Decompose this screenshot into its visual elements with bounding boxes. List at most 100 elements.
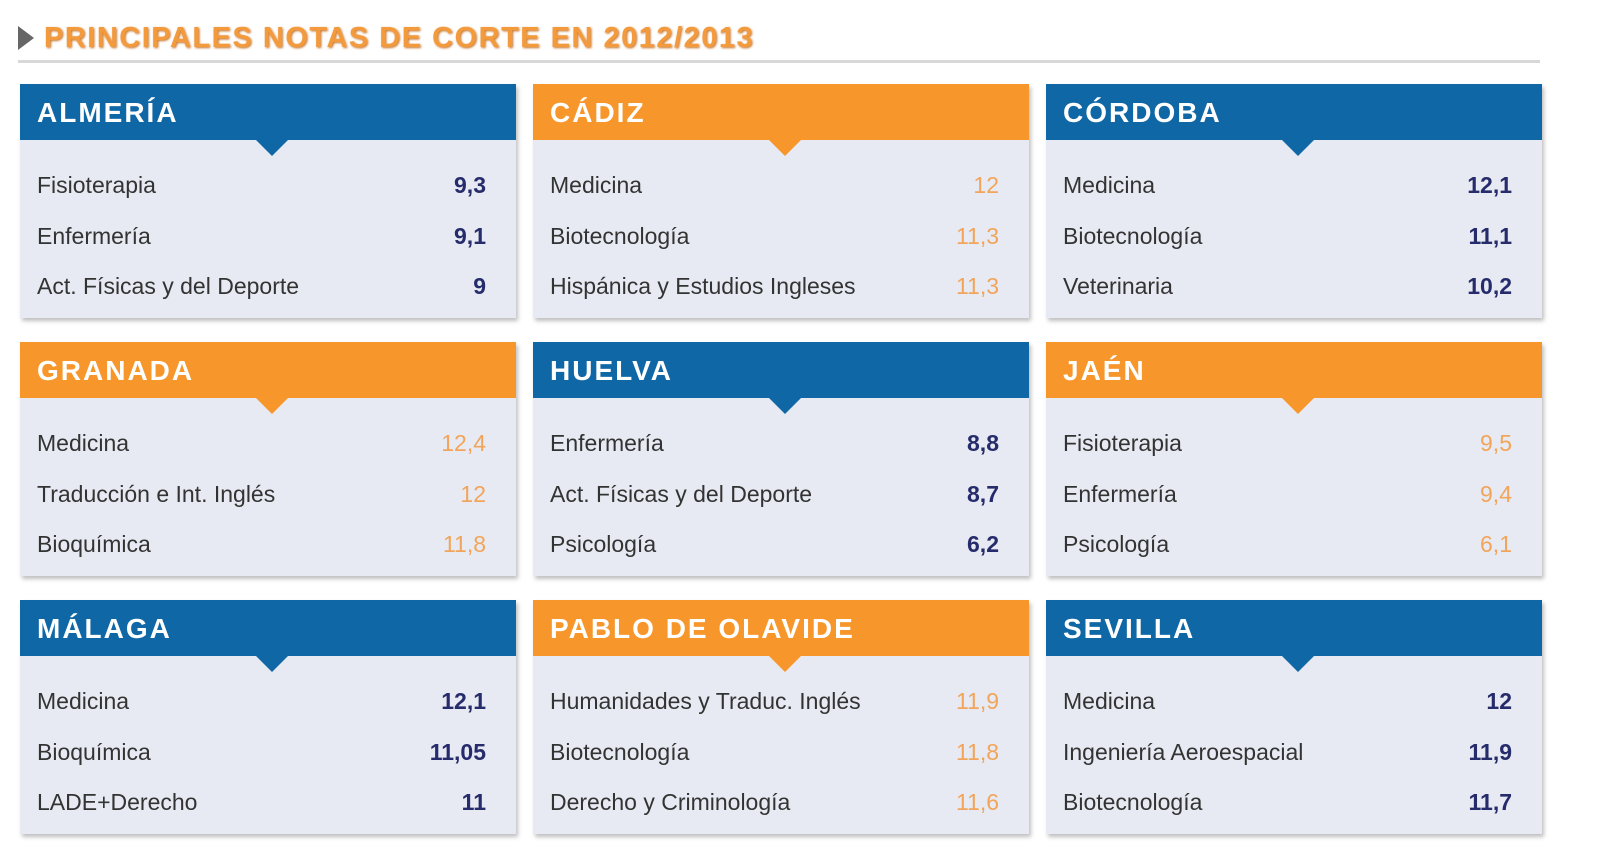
page-title: PRINCIPALES NOTAS DE CORTE EN 2012/2013 bbox=[44, 22, 755, 54]
degree-name: Medicina bbox=[37, 688, 130, 714]
degree-name: Veterinaria bbox=[1063, 273, 1173, 299]
university-name: GRANADA bbox=[20, 342, 516, 398]
notch-pointer-icon bbox=[769, 398, 801, 414]
university-name: PABLO DE OLAVIDE bbox=[533, 600, 1029, 656]
score-row: Hispánica y Estudios Ingleses 11,3 bbox=[550, 273, 999, 324]
degree-name: Bioquímica bbox=[37, 738, 151, 765]
score-list: Medicina 12,1 Biotecnología 11,1 Veterin… bbox=[1063, 172, 1512, 324]
notch-pointer-icon bbox=[769, 140, 801, 156]
university-card: ALMERÍA Fisioterapia 9,3 Enfermería 9,1 … bbox=[20, 84, 516, 318]
university-name: CÓRDOBA bbox=[1046, 84, 1542, 140]
degree-name: Medicina bbox=[1063, 172, 1156, 198]
university-name: SEVILLA bbox=[1046, 600, 1542, 656]
arrow-icon bbox=[18, 26, 34, 50]
score-row: Ingeniería Aeroespacial 11,9 bbox=[1063, 739, 1512, 790]
notch-pointer-icon bbox=[1282, 656, 1314, 672]
cutoff-score: 9 bbox=[473, 273, 486, 299]
degree-name: Medicina bbox=[37, 430, 130, 456]
cutoff-score: 11,05 bbox=[429, 738, 486, 765]
score-row: Bioquímica 11,8 bbox=[37, 531, 486, 582]
degree-name: Psicología bbox=[550, 531, 657, 557]
university-card: SEVILLA Medicina 12 Ingeniería Aeroespac… bbox=[1046, 600, 1542, 834]
cutoff-score: 12 bbox=[973, 172, 999, 198]
score-list: Medicina 12,4 Traducción e Int. Inglés 1… bbox=[37, 430, 486, 582]
score-row: Medicina 12,4 bbox=[37, 430, 486, 481]
cutoff-score: 11,9 bbox=[1468, 738, 1513, 765]
score-row: LADE+Derecho 11 bbox=[37, 789, 486, 840]
degree-name: Ingeniería Aeroespacial bbox=[1063, 738, 1304, 765]
score-row: Act. Físicas y del Deporte 9 bbox=[37, 273, 486, 324]
score-list: Fisioterapia 9,3 Enfermería 9,1 Act. Fís… bbox=[37, 172, 486, 324]
degree-name: Derecho y Criminología bbox=[550, 789, 791, 815]
cutoff-score: 10,2 bbox=[1467, 273, 1512, 299]
cutoff-score: 11,7 bbox=[1468, 789, 1513, 815]
degree-name: Humanidades y Traduc. Inglés bbox=[550, 688, 861, 714]
cutoff-score: 8,7 bbox=[967, 480, 999, 507]
university-name: ALMERÍA bbox=[20, 84, 516, 140]
page-header: PRINCIPALES NOTAS DE CORTE EN 2012/2013 bbox=[18, 20, 1540, 63]
degree-name: Bioquímica bbox=[37, 531, 151, 557]
degree-name: Biotecnología bbox=[1063, 789, 1203, 815]
degree-name: Enfermería bbox=[37, 222, 151, 249]
score-row: Psicología 6,1 bbox=[1063, 531, 1512, 582]
degree-name: Biotecnología bbox=[550, 222, 690, 249]
cutoff-score: 11,9 bbox=[955, 688, 999, 714]
score-row: Enfermería 9,4 bbox=[1063, 481, 1512, 532]
score-row: Veterinaria 10,2 bbox=[1063, 273, 1512, 324]
cutoff-score: 11,3 bbox=[955, 273, 999, 299]
cutoff-score: 11,3 bbox=[955, 222, 999, 249]
cutoff-score: 12 bbox=[460, 480, 486, 507]
score-row: Derecho y Criminología 11,6 bbox=[550, 789, 999, 840]
score-row: Medicina 12,1 bbox=[1063, 172, 1512, 223]
score-list: Enfermería 8,8 Act. Físicas y del Deport… bbox=[550, 430, 999, 582]
notch-pointer-icon bbox=[1282, 140, 1314, 156]
score-list: Medicina 12 Biotecnología 11,3 Hispánica… bbox=[550, 172, 999, 324]
university-card: JAÉN Fisioterapia 9,5 Enfermería 9,4 Psi… bbox=[1046, 342, 1542, 576]
degree-name: Hispánica y Estudios Ingleses bbox=[550, 273, 856, 299]
cutoff-score: 8,8 bbox=[967, 430, 999, 456]
score-row: Act. Físicas y del Deporte 8,7 bbox=[550, 481, 999, 532]
university-card: PABLO DE OLAVIDE Humanidades y Traduc. I… bbox=[533, 600, 1029, 834]
score-row: Medicina 12 bbox=[550, 172, 999, 223]
degree-name: Fisioterapia bbox=[1063, 430, 1182, 456]
score-row: Enfermería 8,8 bbox=[550, 430, 999, 481]
university-card: CÁDIZ Medicina 12 Biotecnología 11,3 His… bbox=[533, 84, 1029, 318]
cutoff-score: 9,1 bbox=[454, 222, 486, 249]
score-row: Medicina 12 bbox=[1063, 688, 1512, 739]
degree-name: Medicina bbox=[550, 172, 643, 198]
degree-name: Medicina bbox=[1063, 688, 1156, 714]
score-row: Enfermería 9,1 bbox=[37, 223, 486, 274]
score-list: Medicina 12,1 Bioquímica 11,05 LADE+Dere… bbox=[37, 688, 486, 840]
degree-name: Traducción e Int. Inglés bbox=[37, 480, 276, 507]
notch-pointer-icon bbox=[1282, 398, 1314, 414]
notch-pointer-icon bbox=[256, 656, 288, 672]
cutoff-score: 11,8 bbox=[442, 531, 486, 557]
degree-name: Enfermería bbox=[1063, 480, 1177, 507]
university-card: HUELVA Enfermería 8,8 Act. Físicas y del… bbox=[533, 342, 1029, 576]
degree-name: Act. Físicas y del Deporte bbox=[37, 273, 300, 299]
score-row: Bioquímica 11,05 bbox=[37, 739, 486, 790]
score-list: Humanidades y Traduc. Inglés 11,9 Biotec… bbox=[550, 688, 999, 840]
score-list: Fisioterapia 9,5 Enfermería 9,4 Psicolog… bbox=[1063, 430, 1512, 582]
university-grid: ALMERÍA Fisioterapia 9,3 Enfermería 9,1 … bbox=[20, 84, 1542, 834]
cutoff-score: 11,8 bbox=[955, 738, 999, 765]
cutoff-score: 12,1 bbox=[441, 688, 486, 714]
degree-name: Act. Físicas y del Deporte bbox=[550, 480, 813, 507]
cutoff-score: 11,6 bbox=[955, 789, 999, 815]
university-name: CÁDIZ bbox=[533, 84, 1029, 140]
cutoff-score: 12 bbox=[1486, 688, 1512, 714]
university-card: GRANADA Medicina 12,4 Traducción e Int. … bbox=[20, 342, 516, 576]
university-card: CÓRDOBA Medicina 12,1 Biotecnología 11,1… bbox=[1046, 84, 1542, 318]
degree-name: Enfermería bbox=[550, 430, 664, 456]
score-row: Biotecnología 11,7 bbox=[1063, 789, 1512, 840]
notch-pointer-icon bbox=[256, 398, 288, 414]
university-name: MÁLAGA bbox=[20, 600, 516, 656]
score-row: Medicina 12,1 bbox=[37, 688, 486, 739]
university-name: JAÉN bbox=[1046, 342, 1542, 398]
cutoff-score: 12,4 bbox=[441, 430, 486, 456]
cutoff-score: 11,1 bbox=[1468, 222, 1513, 249]
degree-name: Biotecnología bbox=[550, 738, 690, 765]
score-row: Traducción e Int. Inglés 12 bbox=[37, 481, 486, 532]
score-row: Biotecnología 11,3 bbox=[550, 223, 999, 274]
degree-name: Fisioterapia bbox=[37, 172, 156, 198]
